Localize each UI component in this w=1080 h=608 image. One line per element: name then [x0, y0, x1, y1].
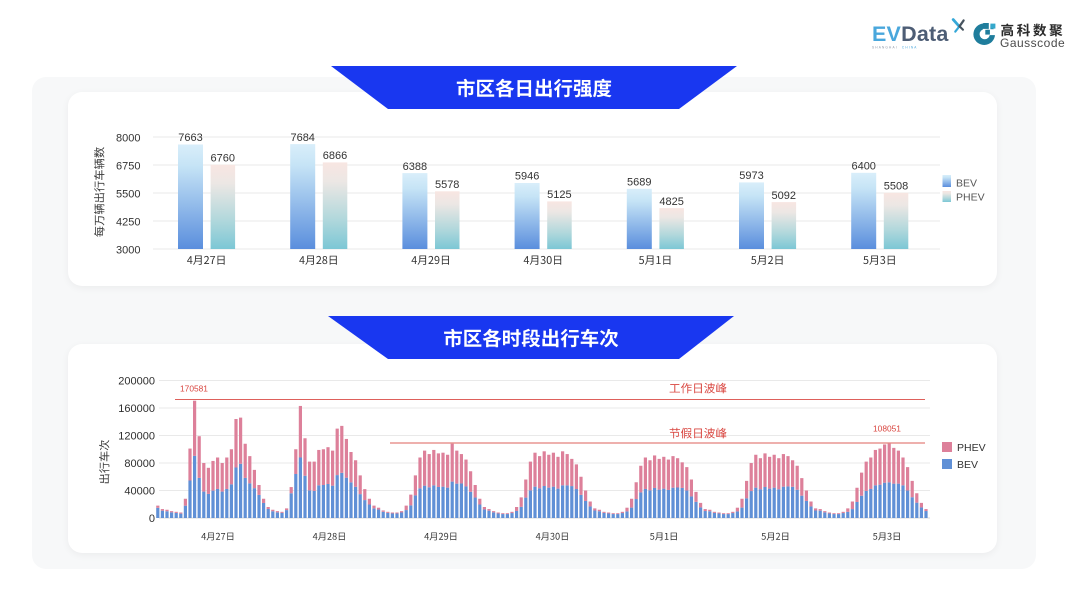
- svg-text:5689: 5689: [627, 177, 651, 189]
- svg-text:8000: 8000: [116, 132, 140, 144]
- svg-text:BEV: BEV: [956, 178, 977, 190]
- svg-text:7684: 7684: [290, 132, 314, 144]
- svg-text:5125: 5125: [547, 189, 571, 201]
- svg-text:200000: 200000: [118, 375, 155, 387]
- svg-text:4825: 4825: [659, 196, 683, 208]
- svg-text:5946: 5946: [515, 171, 539, 183]
- svg-text:3000: 3000: [116, 244, 140, 256]
- svg-text:6760: 6760: [211, 153, 235, 165]
- svg-text:5508: 5508: [884, 181, 908, 193]
- svg-text:5578: 5578: [435, 179, 459, 191]
- svg-text:80000: 80000: [124, 458, 155, 470]
- svg-text:5500: 5500: [116, 188, 140, 200]
- svg-text:160000: 160000: [118, 403, 155, 415]
- svg-text:6388: 6388: [403, 161, 427, 173]
- svg-text:PHEV: PHEV: [956, 192, 985, 204]
- svg-text:108051: 108051: [873, 424, 901, 434]
- svg-text:0: 0: [149, 513, 155, 525]
- svg-text:5092: 5092: [772, 190, 796, 202]
- svg-text:6400: 6400: [851, 161, 875, 173]
- svg-text:120000: 120000: [118, 430, 155, 442]
- svg-text:40000: 40000: [124, 485, 155, 497]
- svg-text:5973: 5973: [739, 170, 763, 182]
- svg-text:170581: 170581: [180, 384, 208, 394]
- svg-text:7663: 7663: [178, 132, 202, 144]
- svg-text:4250: 4250: [116, 216, 140, 228]
- svg-text:BEV: BEV: [957, 459, 978, 471]
- svg-text:PHEV: PHEV: [957, 442, 986, 454]
- svg-text:6750: 6750: [116, 160, 140, 172]
- svg-text:6866: 6866: [323, 150, 347, 162]
